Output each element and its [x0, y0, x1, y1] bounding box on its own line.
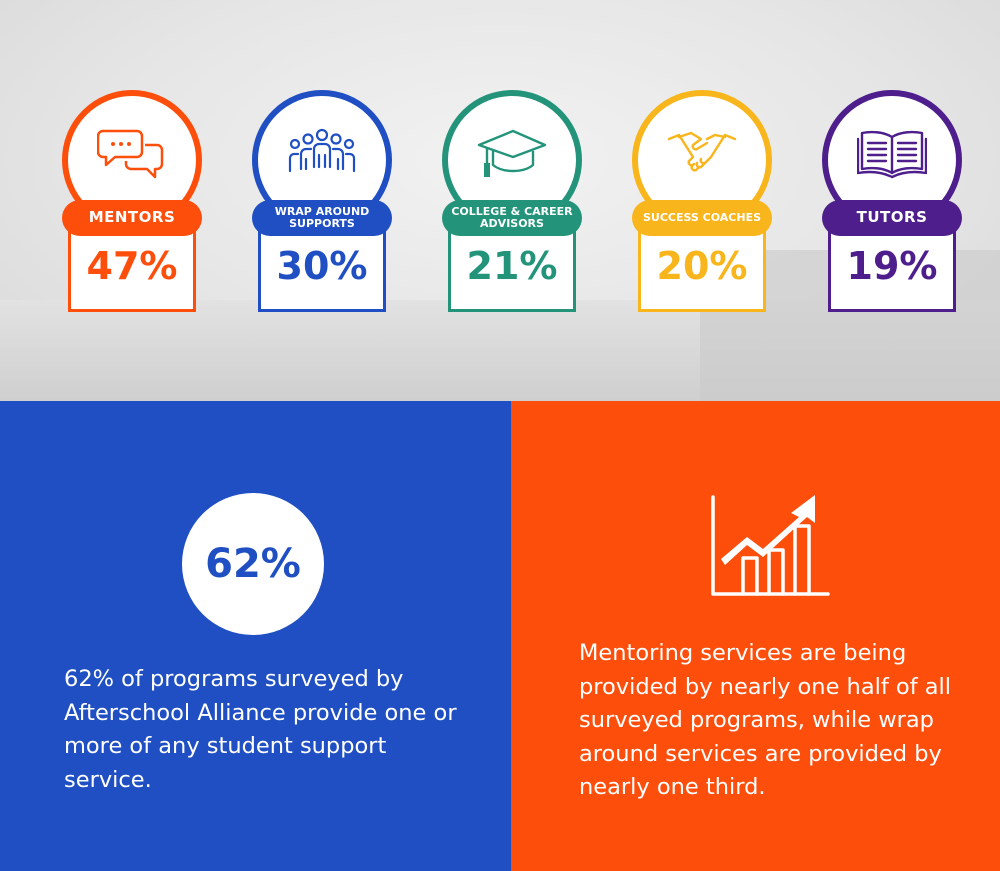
stat-label: WRAP AROUND SUPPORTS [252, 200, 392, 236]
handshake-icon [667, 131, 737, 172]
stat-card-tutors: TUTORS 19% [822, 90, 962, 315]
stat-label: SUCCESS COACHES [632, 200, 772, 236]
stat-card-mentors: MENTORS 47% [62, 90, 202, 315]
right-panel-text: Mentoring services are being provided by… [579, 640, 952, 800]
left-panel: 62% 62% of programs surveyed by Aftersch… [0, 401, 511, 871]
stat-label: MENTORS [62, 200, 202, 236]
stat-value: 47% [86, 244, 178, 288]
graduation-cap-icon [477, 129, 547, 177]
big-stat-circle: 62% [182, 493, 324, 635]
chat-bubbles-icon [97, 129, 164, 179]
open-book-icon [857, 130, 927, 179]
stat-value: 21% [466, 244, 558, 288]
stat-card-wrap-around: WRAP AROUND SUPPORTS 30% [252, 90, 392, 315]
left-panel-text: 62% of programs surveyed by Afterschool … [64, 666, 457, 793]
stat-value: 30% [276, 244, 368, 288]
right-panel: Mentoring services are being provided by… [511, 401, 1000, 871]
stat-value: 19% [846, 244, 938, 288]
stat-value: 20% [656, 244, 748, 288]
stat-label: COLLEGE & CAREER ADVISORS [442, 200, 582, 236]
stat-label: TUTORS [822, 200, 962, 236]
stat-card-success-coaches: SUCCESS COACHES 20% [632, 90, 772, 315]
group-people-icon [288, 128, 356, 173]
stats-section: MENTORS 47% WRAP AROUND SUPPORT [0, 0, 1000, 401]
stat-card-college-career: COLLEGE & CAREER ADVISORS 21% [442, 90, 582, 315]
growth-chart-icon [711, 495, 830, 596]
